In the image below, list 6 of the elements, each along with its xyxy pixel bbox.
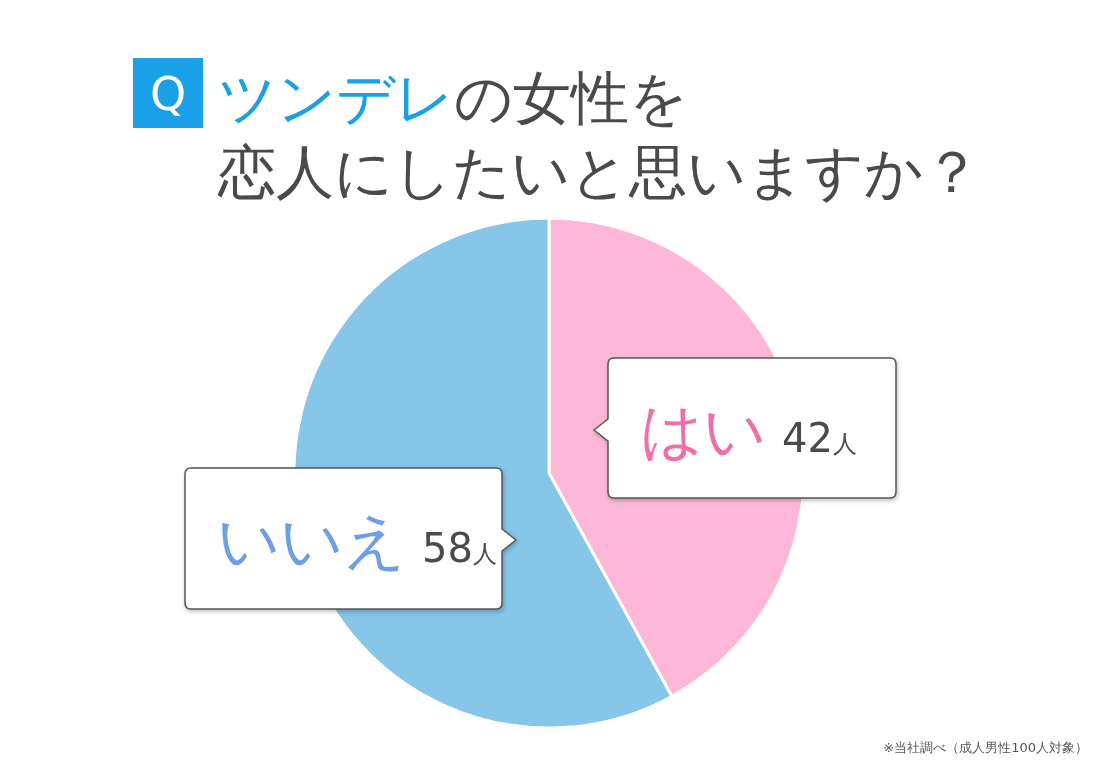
text: ※当社調べ（成人男性100人対象） bbox=[883, 740, 1088, 755]
data-label: 42人 bbox=[782, 415, 857, 461]
slice-label: はい bbox=[640, 394, 766, 467]
slice-label: いいえ bbox=[217, 504, 406, 577]
data-label: 58人 bbox=[422, 525, 497, 571]
chart-title: Q ツンデレの女性を恋人にしたいと思いますか？ bbox=[149, 64, 981, 206]
